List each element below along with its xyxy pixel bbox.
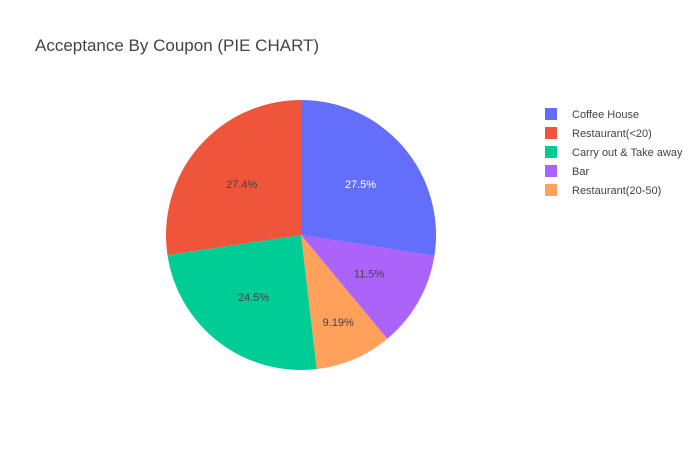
slice-percent-label: 11.5%	[354, 269, 385, 281]
slice-percent-label: 27.4%	[226, 179, 257, 191]
legend-swatch[interactable]	[545, 108, 557, 120]
legend-swatch[interactable]	[545, 165, 557, 177]
legend-label[interactable]: Restaurant(20-50)	[572, 185, 661, 197]
pie-slice-bar	[301, 235, 435, 339]
pie-slice-carry-out-take-away	[167, 235, 317, 371]
legend: Coffee House Restaurant(<20) Carry out & T…	[545, 108, 683, 197]
pie-slice-restaurant-20	[165, 100, 301, 256]
legend-label[interactable]: Carry out & Take away	[572, 147, 683, 159]
pie-slice-labels: 27.5% 11.5% 9.19% 24.5% 27.4%	[226, 179, 384, 329]
pie-slice-coffee-house	[301, 100, 436, 256]
legend-swatch[interactable]	[545, 127, 557, 139]
legend-label[interactable]: Restaurant(<20)	[572, 128, 652, 140]
pie-slices	[165, 100, 436, 371]
pie-slice-restaurant-20-50	[301, 235, 388, 370]
legend-swatch[interactable]	[545, 184, 557, 196]
legend-label[interactable]: Coffee House	[572, 109, 639, 121]
slice-percent-label: 27.5%	[345, 179, 376, 191]
chart-title: Acceptance By Coupon (PIE CHART)	[35, 36, 319, 55]
legend-swatch[interactable]	[545, 146, 557, 158]
legend-label[interactable]: Bar	[572, 166, 589, 178]
slice-percent-label: 24.5%	[238, 292, 269, 304]
slice-percent-label: 9.19%	[323, 317, 354, 329]
